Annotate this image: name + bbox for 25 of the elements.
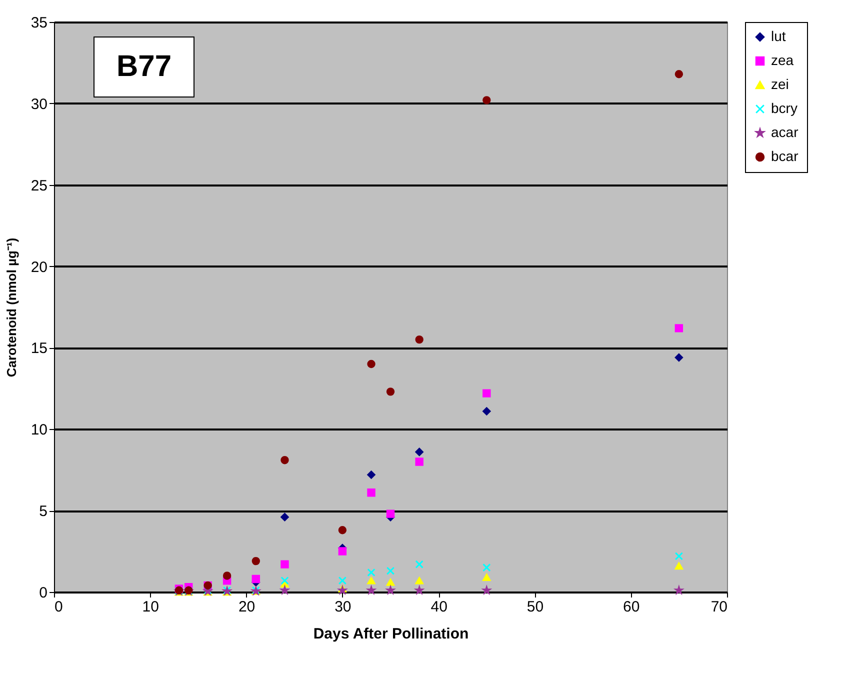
annotation: B77 [116,50,172,83]
legend-label: zea [771,52,794,68]
y-axis-title: Carotenoid (nmol µg⁻¹) [4,238,19,378]
y-tick-label: 30 [30,96,48,113]
y-tick-label: 20 [30,258,48,276]
y-tick-label: 10 [30,422,48,439]
legend-label: acar [771,124,799,140]
y-tick-label: 5 [39,503,48,520]
x-tick-label: 50 [526,598,544,616]
y-tick-label: 25 [30,177,48,194]
x-tick-label: 0 [54,598,63,616]
x-axis-title: Days After Pollination [313,626,469,642]
x-tick-label: 40 [430,598,448,616]
legend-label: bcar [771,148,799,164]
y-tick-label: 35 [30,14,48,32]
x-tick-label: 60 [623,598,640,616]
x-tick-label: 10 [142,598,159,616]
y-tick-label: 15 [30,340,48,358]
legend-label: lut [771,28,786,44]
legend-label: bcry [771,100,798,116]
x-tick-label: 30 [334,598,352,616]
y-tick-label: 0 [39,584,48,602]
x-tick-label: 70 [710,598,728,616]
legend-label: zei [771,76,789,92]
x-tick-label: 20 [238,598,256,616]
